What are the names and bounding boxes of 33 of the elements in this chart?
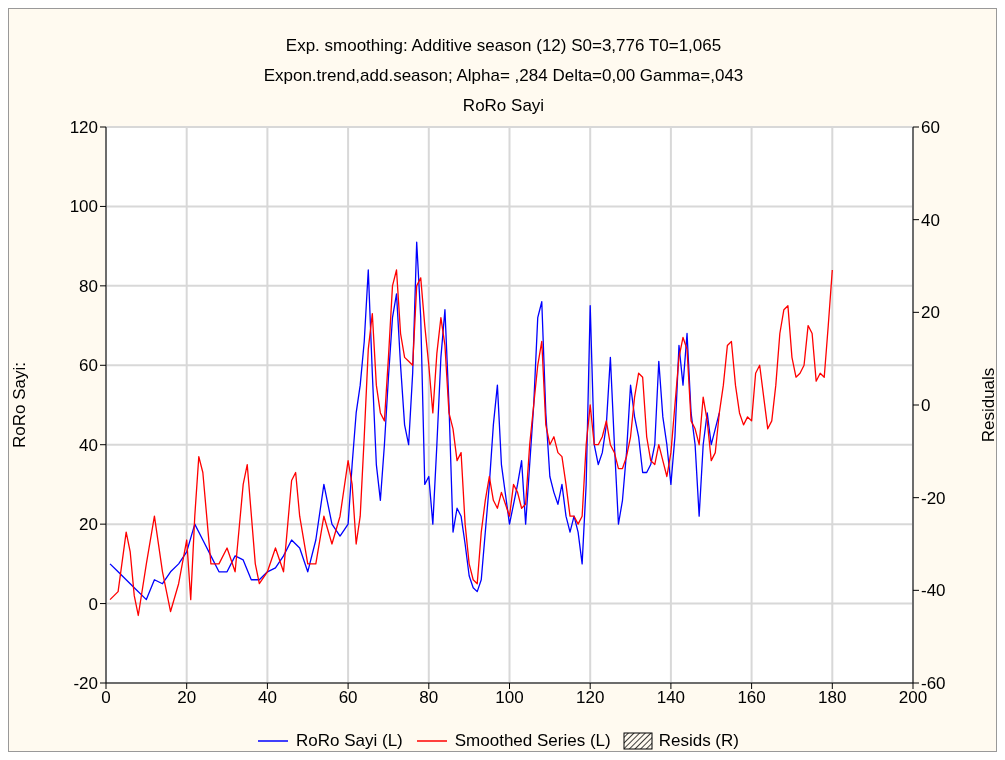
line-series <box>109 269 833 617</box>
legend-label: Smoothed Series (L) <box>454 731 611 751</box>
y-tick-label: 80 <box>79 276 98 296</box>
y2-tick-label: 40 <box>921 210 940 230</box>
y-tick-label: 40 <box>79 435 98 455</box>
y-tick-label: 60 <box>79 356 98 376</box>
legend-label: Resids (R) <box>658 731 739 751</box>
line-series <box>109 241 720 601</box>
y-tick-label: 0 <box>88 594 98 614</box>
x-tick-label: 140 <box>656 688 686 708</box>
x-tick-label: 120 <box>576 688 605 708</box>
y-tick-label: 120 <box>69 118 98 138</box>
x-tick-label: 20 <box>177 688 197 708</box>
y2-tick-label: 20 <box>921 303 940 323</box>
x-tick-label: 80 <box>419 688 439 708</box>
y-axis-title: RoRo Sayi: <box>10 362 30 448</box>
y2-tick-label: 0 <box>921 396 931 416</box>
x-tick-label: 0 <box>101 688 111 708</box>
y-tick-label: -20 <box>73 674 98 694</box>
y2-tick-label: -40 <box>921 581 946 601</box>
legend-label: RoRo Sayi (L) <box>296 731 403 751</box>
y2-tick-label: 60 <box>921 118 940 138</box>
x-tick-label: 40 <box>257 688 277 708</box>
x-tick-label: 160 <box>737 688 766 708</box>
x-tick-label: 180 <box>818 688 847 708</box>
y2-axis-title: Residuals <box>979 367 999 443</box>
y-tick-label: 20 <box>79 515 98 535</box>
chart-title: Exp. smoothing: Additive season (12) S0=3,776 T0=1,065 <box>284 35 723 57</box>
y-tick-label: 100 <box>69 197 98 217</box>
x-tick-label: 60 <box>338 688 358 708</box>
chart-subtitle: Expon.trend,add.season; Alpha= ,284 Delta=0,00 Gamma=,043 RoRo Sayi <box>262 65 745 115</box>
y2-tick-label: -20 <box>921 488 946 508</box>
x-tick-label: 100 <box>495 688 524 708</box>
